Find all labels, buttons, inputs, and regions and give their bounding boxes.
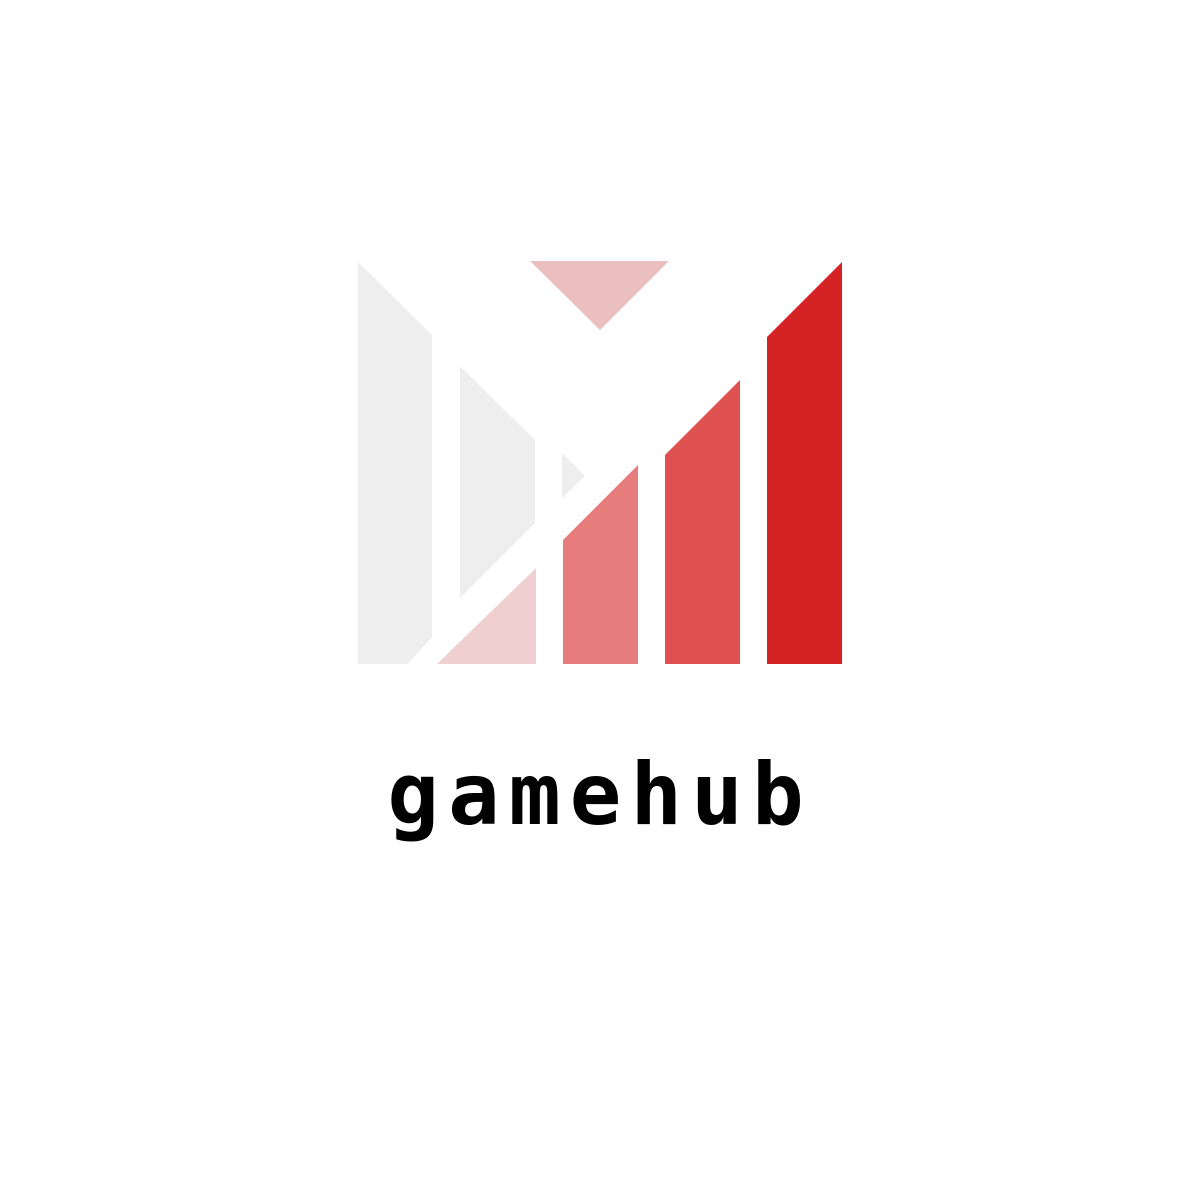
logo-top-triangle (530, 261, 669, 330)
logo-bar-1 (437, 568, 536, 664)
logo-bar-2 (563, 465, 638, 664)
logo-bar-4 (767, 262, 842, 664)
logo-inner-chevron (460, 366, 535, 598)
logo-small-triangle (562, 453, 585, 498)
brand-name: gamehub (387, 745, 813, 845)
logo-bar-3 (665, 380, 740, 664)
logo-left-pillar (358, 262, 432, 664)
